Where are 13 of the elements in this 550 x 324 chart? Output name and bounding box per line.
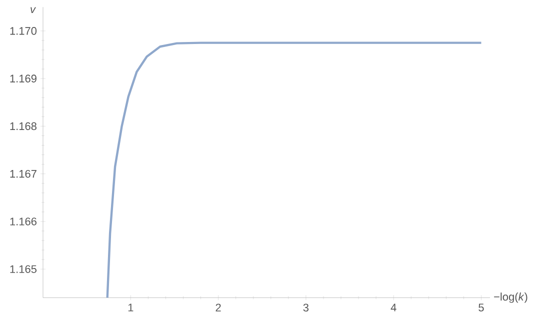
y-tick-label: 1.169 xyxy=(10,74,36,82)
x-tick-label: 1 xyxy=(128,304,134,312)
y-tick-label: 1.165 xyxy=(10,265,36,273)
x-tick-label: 2 xyxy=(216,304,221,312)
x-tick-label: 5 xyxy=(478,304,484,312)
y-tick-label: 1.168 xyxy=(10,122,36,130)
x-tick-label: 4 xyxy=(390,304,396,312)
y-tick-label: 1.170 xyxy=(10,27,37,35)
y-tick-label: 1.166 xyxy=(10,218,36,226)
x-axis-title: −log(k) xyxy=(494,292,528,303)
y-tick-label: 1.167 xyxy=(10,170,36,178)
y-axis-title: v xyxy=(30,7,36,14)
x-tick-label: 3 xyxy=(303,304,309,312)
